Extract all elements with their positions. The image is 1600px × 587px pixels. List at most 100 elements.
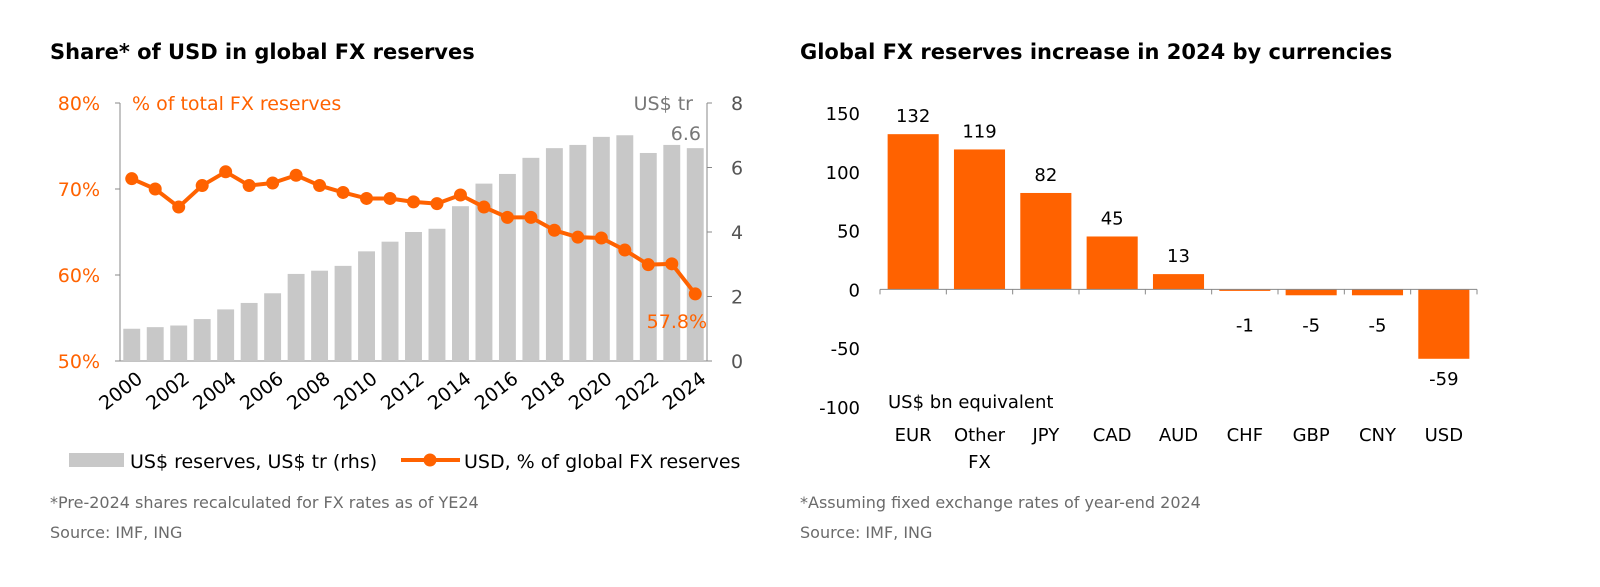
reserve-bar-2008: [311, 270, 329, 361]
reserve-bar-2016: [498, 173, 516, 361]
bar-value-label: 82: [1034, 165, 1057, 186]
reserve-bar-2012: [405, 232, 422, 361]
reserve-bar-2009: [334, 265, 352, 361]
reserve-bar-2017: [522, 157, 540, 361]
y-tick-label: 100: [826, 163, 860, 184]
usd-share-chart-panel: Share* of USD in global FX reserves 50% 6…: [0, 0, 780, 587]
reserve-bar-2006: [264, 293, 282, 361]
bar-value-label: 45: [1101, 208, 1124, 229]
reserve-bar-2000: [123, 328, 141, 361]
legend-line-label: USD, % of global FX reserves: [464, 451, 740, 473]
left-y-tick-label: 70%: [58, 179, 100, 201]
usd-share-point-2000: [125, 172, 139, 186]
category-label: GBP: [1293, 425, 1330, 446]
usd-share-point-2013: [430, 197, 444, 211]
y-tick-label: 0: [849, 280, 860, 301]
usd-share-point-2015: [477, 200, 491, 214]
usd-share-point-2021: [618, 243, 632, 257]
reserve-bar-2024: [686, 148, 704, 361]
usd-share-chart: 50%60%70%80%0246820002002200420062008201…: [58, 93, 743, 473]
currency-increase-chart: -100 -50 0 50 100 150 132 119 82 45 13 -1 -5 -5 -59 EUR…: [819, 104, 1478, 473]
reserve-bar-2013: [428, 228, 446, 361]
reserve-bar-2019: [569, 144, 587, 361]
category-label: CAD: [1093, 425, 1132, 446]
x-tick-label: 2018: [518, 368, 570, 415]
right-y-tick-label: 4: [731, 222, 743, 244]
x-tick-label: 2024: [659, 368, 711, 415]
reserve-bar-2007: [287, 273, 305, 361]
reserve-bar-2001: [146, 327, 164, 361]
bar-value-label: -5: [1302, 315, 1320, 336]
left-source: Source: IMF, ING: [50, 523, 183, 542]
currency-bar-cny: [1351, 289, 1404, 296]
rhs-unit-label: US$ tr: [634, 93, 694, 115]
usd-share-point-2009: [336, 185, 350, 199]
reserve-bar-2022: [639, 152, 657, 361]
x-tick-label: 2004: [189, 368, 241, 415]
usd-share-point-2022: [641, 258, 655, 272]
x-tick-label: 2010: [330, 368, 382, 415]
x-tick-label: 2012: [377, 368, 429, 415]
usd-share-point-2018: [547, 223, 561, 237]
x-tick-label: 2014: [424, 368, 476, 415]
right-y-tick-label: 6: [731, 158, 743, 180]
legend-bar-swatch: [69, 453, 124, 467]
y-tick-label: -50: [831, 339, 860, 360]
currency-bar-usd: [1418, 289, 1470, 359]
reserve-bar-2018: [545, 148, 563, 361]
x-tick-label: 2006: [236, 368, 288, 415]
usd-share-point-2005: [242, 179, 256, 193]
reserve-bar-2023: [663, 144, 681, 361]
usd-share-point-2023: [665, 257, 679, 271]
usd-share-point-2001: [148, 182, 162, 196]
last-line-value-label: 57.8%: [647, 311, 707, 333]
reserve-bar-2004: [217, 309, 235, 361]
reserve-bar-2011: [381, 241, 399, 361]
reserve-bar-2002: [170, 325, 188, 361]
x-tick-label: 2016: [471, 368, 523, 415]
x-tick-label: 2000: [95, 368, 147, 415]
right-source: Source: IMF, ING: [800, 523, 933, 542]
currency-bar-cad: [1086, 236, 1138, 290]
right-y-tick-label: 2: [731, 287, 743, 309]
usd-share-point-2020: [594, 231, 608, 245]
category-label: CNY: [1359, 425, 1397, 446]
right-footnote: *Assuming fixed exchange rates of year-e…: [800, 493, 1201, 512]
x-tick-label: 2020: [565, 368, 617, 415]
category-label: JPY: [1031, 425, 1060, 446]
y-tick-label: 150: [826, 104, 860, 125]
usd-share-point-2010: [360, 191, 374, 205]
category-label: USD: [1425, 425, 1463, 446]
usd-share-point-2019: [571, 230, 585, 244]
left-y-tick-label: 60%: [58, 265, 100, 287]
currency-bar-jpy: [1020, 192, 1072, 290]
reserve-bar-2003: [193, 319, 211, 361]
usd-share-point-2002: [172, 200, 186, 214]
y-tick-label: 50: [837, 222, 860, 243]
usd-share-point-2024: [688, 287, 702, 301]
bar-value-label: -1: [1236, 315, 1254, 336]
reserve-bar-2020: [592, 136, 610, 361]
bar-value-label: -59: [1429, 369, 1458, 390]
usd-share-point-2006: [266, 176, 280, 190]
left-chart-title: Share* of USD in global FX reserves: [50, 40, 475, 64]
usd-share-point-2008: [313, 179, 327, 193]
right-y-tick-label: 8: [731, 93, 743, 115]
usd-share-point-2014: [453, 188, 467, 202]
legend-bar-label: US$ reserves, US$ tr (rhs): [130, 451, 377, 473]
usd-share-point-2016: [500, 210, 514, 224]
last-bar-value-label: 6.6: [671, 123, 701, 145]
left-y-tick-label: 80%: [58, 93, 100, 115]
bar-value-label: -5: [1369, 315, 1387, 336]
currency-bar-other-fx: [953, 149, 1006, 290]
currency-increase-chart-panel: Global FX reserves increase in 2024 by c…: [780, 0, 1600, 587]
reserve-bar-2005: [240, 302, 258, 361]
x-tick-label: 2022: [612, 368, 664, 415]
category-label: Other: [954, 425, 1006, 446]
category-label: FX: [968, 452, 991, 473]
y-tick-label: -100: [819, 398, 860, 419]
currency-bar-eur: [887, 134, 939, 290]
usd-share-point-2004: [219, 165, 233, 179]
usd-share-point-2017: [524, 210, 538, 224]
left-footnote: *Pre-2024 shares recalculated for FX rat…: [50, 493, 479, 512]
